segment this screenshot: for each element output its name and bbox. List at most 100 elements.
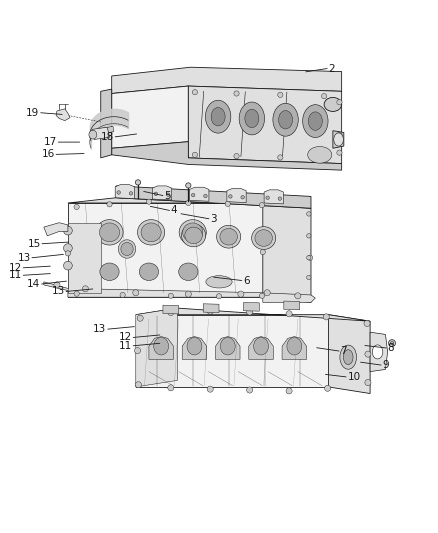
Polygon shape (328, 314, 370, 393)
Text: 13: 13 (93, 324, 106, 334)
Circle shape (135, 382, 141, 388)
Circle shape (259, 293, 265, 298)
Text: 11: 11 (9, 270, 22, 280)
Circle shape (337, 133, 342, 138)
Circle shape (146, 199, 152, 204)
Ellipse shape (220, 337, 235, 355)
Ellipse shape (239, 102, 265, 135)
Circle shape (365, 351, 371, 357)
Circle shape (166, 193, 170, 197)
Text: 3: 3 (210, 214, 217, 224)
Polygon shape (370, 332, 388, 372)
Ellipse shape (245, 109, 259, 128)
Circle shape (278, 197, 282, 200)
Polygon shape (264, 190, 283, 204)
Circle shape (168, 310, 174, 316)
Polygon shape (68, 198, 311, 208)
Ellipse shape (279, 110, 293, 129)
Polygon shape (68, 203, 263, 297)
Circle shape (54, 282, 60, 288)
Text: 10: 10 (347, 372, 360, 382)
Polygon shape (44, 282, 315, 302)
Circle shape (185, 291, 191, 297)
Polygon shape (284, 301, 300, 310)
Polygon shape (215, 336, 240, 359)
Circle shape (241, 196, 244, 199)
Text: 16: 16 (42, 149, 55, 159)
Circle shape (234, 154, 239, 159)
Circle shape (260, 249, 265, 255)
Circle shape (207, 308, 213, 314)
Ellipse shape (324, 98, 342, 111)
Ellipse shape (303, 104, 328, 138)
Ellipse shape (139, 263, 159, 280)
Polygon shape (115, 184, 134, 199)
Circle shape (365, 379, 371, 386)
Text: 13: 13 (52, 286, 65, 296)
Circle shape (325, 385, 331, 391)
Ellipse shape (255, 230, 272, 246)
Circle shape (120, 292, 125, 297)
Circle shape (225, 201, 230, 206)
Ellipse shape (100, 263, 119, 280)
Circle shape (154, 192, 158, 196)
Circle shape (247, 309, 253, 315)
Polygon shape (112, 86, 188, 148)
Circle shape (74, 204, 79, 209)
Ellipse shape (308, 112, 322, 130)
Ellipse shape (372, 345, 383, 359)
Circle shape (229, 195, 232, 198)
Circle shape (107, 201, 112, 207)
Polygon shape (152, 186, 172, 200)
Polygon shape (136, 314, 328, 387)
Ellipse shape (334, 133, 343, 146)
Circle shape (191, 193, 195, 197)
Circle shape (278, 155, 283, 160)
Polygon shape (190, 187, 209, 201)
Ellipse shape (254, 337, 268, 355)
Circle shape (129, 191, 133, 195)
Circle shape (247, 387, 253, 393)
Polygon shape (112, 142, 342, 170)
Circle shape (238, 291, 244, 297)
Ellipse shape (185, 227, 202, 244)
Ellipse shape (179, 220, 206, 245)
Ellipse shape (138, 220, 165, 245)
Text: 17: 17 (44, 137, 57, 147)
Ellipse shape (211, 108, 225, 126)
Ellipse shape (183, 223, 203, 242)
Circle shape (259, 203, 265, 208)
Circle shape (337, 150, 342, 155)
Polygon shape (227, 189, 246, 203)
Ellipse shape (187, 337, 202, 355)
Circle shape (264, 290, 270, 296)
Text: 5: 5 (164, 190, 171, 200)
Circle shape (207, 386, 213, 392)
Ellipse shape (205, 100, 231, 133)
Circle shape (168, 293, 173, 298)
Circle shape (192, 152, 198, 157)
Circle shape (137, 315, 143, 321)
Circle shape (117, 191, 120, 194)
Circle shape (286, 388, 292, 394)
Polygon shape (333, 131, 344, 148)
Polygon shape (188, 86, 342, 164)
Circle shape (134, 348, 141, 354)
Circle shape (266, 196, 269, 199)
Circle shape (234, 91, 239, 96)
Text: 19: 19 (26, 108, 39, 118)
Polygon shape (68, 223, 101, 293)
Text: 12: 12 (119, 333, 132, 343)
Polygon shape (112, 67, 342, 93)
Polygon shape (116, 186, 311, 208)
Ellipse shape (141, 223, 161, 242)
Ellipse shape (287, 337, 302, 355)
Circle shape (307, 275, 311, 280)
Ellipse shape (307, 147, 332, 163)
Circle shape (364, 320, 370, 327)
Circle shape (278, 92, 283, 98)
Text: 4: 4 (171, 205, 177, 215)
Ellipse shape (99, 223, 120, 242)
Circle shape (307, 212, 311, 216)
Polygon shape (263, 203, 311, 302)
